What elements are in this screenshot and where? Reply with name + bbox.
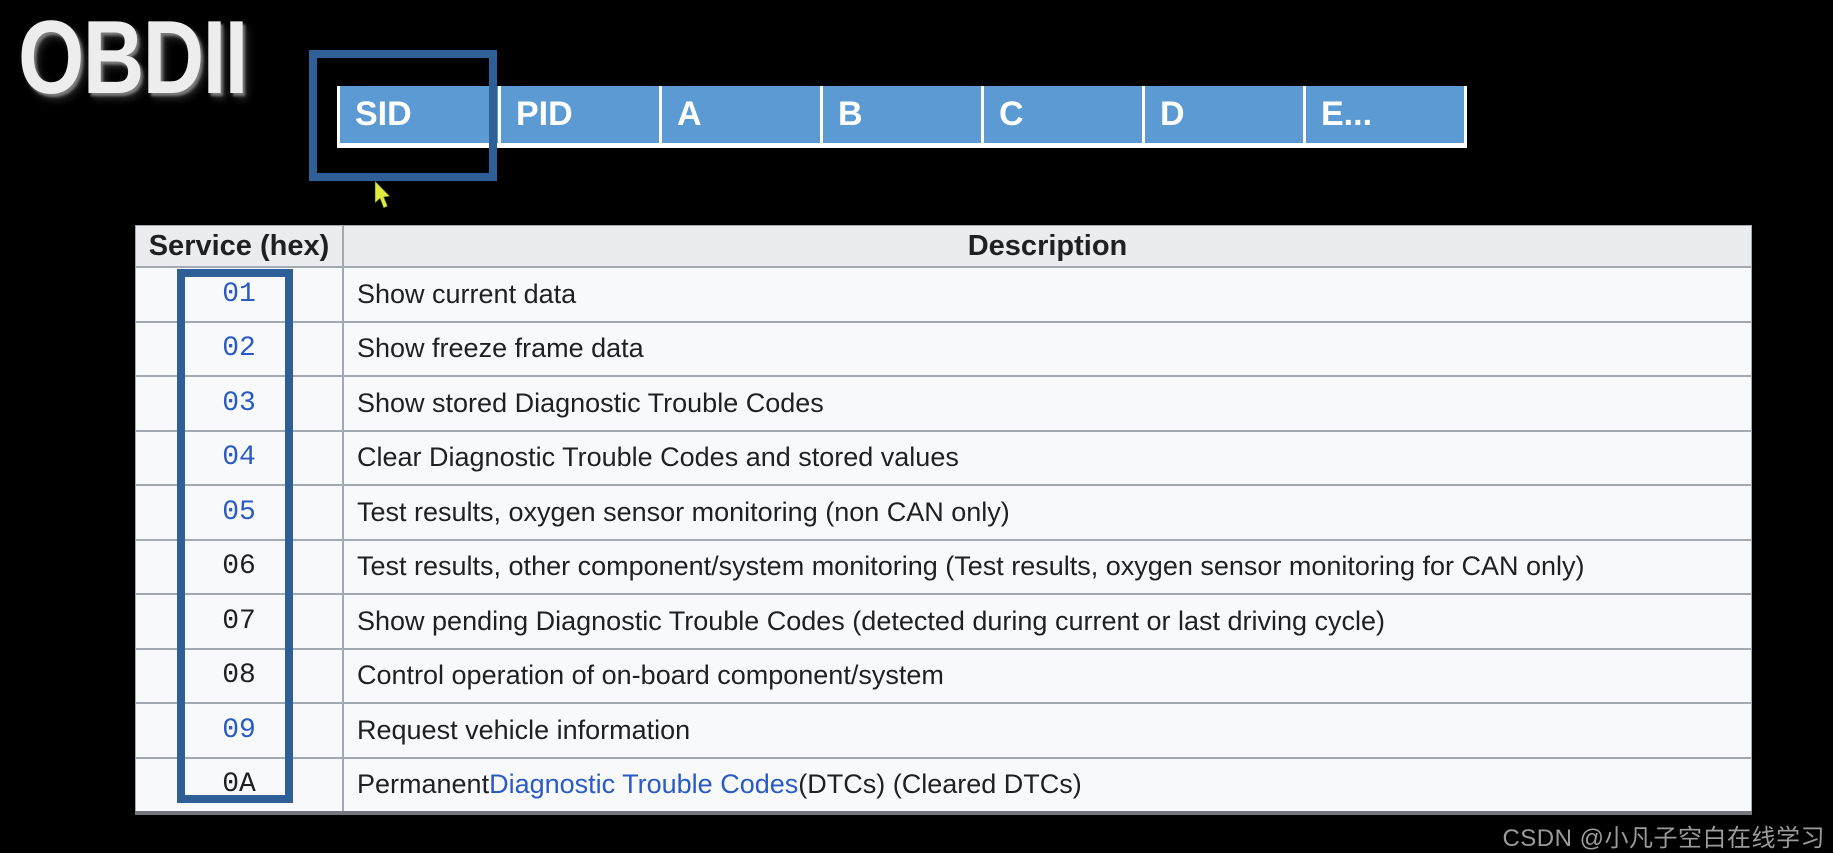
- service-description: Control operation of on-board component/…: [344, 650, 1751, 703]
- service-code-08: 08: [136, 649, 344, 702]
- column-header-description: Description: [967, 229, 1128, 262]
- service-code-05[interactable]: 05: [136, 486, 344, 539]
- packet-cell-pid: PID: [501, 86, 662, 143]
- table-body: 01 Show current data 02 Show freeze frame d…: [136, 266, 1751, 811]
- service-description: Show freeze frame data: [344, 323, 1751, 376]
- service-code-04[interactable]: 04: [136, 431, 344, 484]
- service-code-06: 06: [136, 540, 344, 593]
- service-description: Show current data: [344, 268, 1751, 321]
- sid-highlight-box: [309, 50, 497, 181]
- description-text: Test results, other component/system mon…: [357, 551, 1585, 582]
- table-row: 04 Clear Diagnostic Trouble Codes and sto…: [136, 429, 1751, 485]
- packet-cell-c: C: [984, 86, 1145, 143]
- packet-cell-sid: SID: [340, 86, 501, 143]
- packet-cell-d: D: [1145, 86, 1306, 143]
- page-title: OBDII: [18, 0, 248, 116]
- table-row: 02 Show freeze frame data: [136, 320, 1751, 376]
- table-header-row: Service (hex) Description: [136, 225, 1751, 266]
- description-text: Show freeze frame data: [357, 333, 644, 364]
- watermark: CSDN @小凡子空白在线学习: [1502, 825, 1825, 852]
- service-description: Show pending Diagnostic Trouble Codes (d…: [344, 595, 1751, 648]
- table-row: 09 Request vehicle information: [136, 702, 1751, 757]
- mouse-cursor-icon: [374, 181, 392, 209]
- table-row: 06 Test results, other component/system m…: [136, 538, 1751, 594]
- description-text: Show current data: [357, 278, 577, 309]
- column-header-service: Service (hex): [136, 226, 344, 266]
- packet-cell-a: A: [662, 86, 823, 143]
- table-row: 05 Test results, oxygen sensor monitoring…: [136, 484, 1751, 539]
- packet-cell-b: B: [823, 86, 984, 143]
- description-text: Permanent: [357, 769, 490, 800]
- service-description: Show stored Diagnostic Trouble Codes: [344, 377, 1751, 430]
- service-description: Clear Diagnostic Trouble Codes and store…: [344, 432, 1751, 485]
- table-row: 08 Control operation of on-board componen…: [136, 647, 1751, 703]
- service-code-03[interactable]: 03: [136, 377, 344, 430]
- description-text: (DTCs) (Cleared DTCs): [798, 769, 1082, 800]
- description-text: Request vehicle information: [357, 714, 691, 745]
- description-text: Show stored Diagnostic Trouble Codes: [357, 387, 824, 418]
- description-text: Show pending Diagnostic Trouble Codes (d…: [357, 605, 1386, 636]
- services-table: Service (hex) Description 01 Show current…: [135, 225, 1752, 811]
- packet-header-strip: SID PID A B C D E...: [337, 86, 1467, 148]
- table-row: 0A Permanent Diagnostic Trouble Codes (DT…: [136, 756, 1751, 812]
- service-description: Test results, other component/system mon…: [344, 541, 1751, 594]
- description-text: Test results, oxygen sensor monitoring (…: [357, 496, 1010, 527]
- table-row: 07 Show pending Diagnostic Trouble Codes …: [136, 593, 1751, 648]
- service-description: Permanent Diagnostic Trouble Codes (DTCs…: [344, 759, 1751, 812]
- table-row: 03 Show stored Diagnostic Trouble Codes: [136, 375, 1751, 430]
- service-codes-highlight-box: [177, 269, 293, 803]
- service-code-02[interactable]: 02: [136, 322, 344, 375]
- table-row: 01 Show current data: [136, 266, 1751, 321]
- description-text: Control operation of on-board component/…: [357, 660, 944, 691]
- service-code-07: 07: [136, 595, 344, 648]
- service-code-09[interactable]: 09: [136, 704, 344, 757]
- service-code-01[interactable]: 01: [136, 268, 344, 321]
- description-link[interactable]: Diagnostic Trouble Codes: [489, 769, 799, 800]
- description-text: Clear Diagnostic Trouble Codes and store…: [357, 442, 959, 473]
- service-description: Test results, oxygen sensor monitoring (…: [344, 486, 1751, 539]
- service-description: Request vehicle information: [344, 704, 1751, 757]
- packet-cell-e: E...: [1306, 86, 1467, 143]
